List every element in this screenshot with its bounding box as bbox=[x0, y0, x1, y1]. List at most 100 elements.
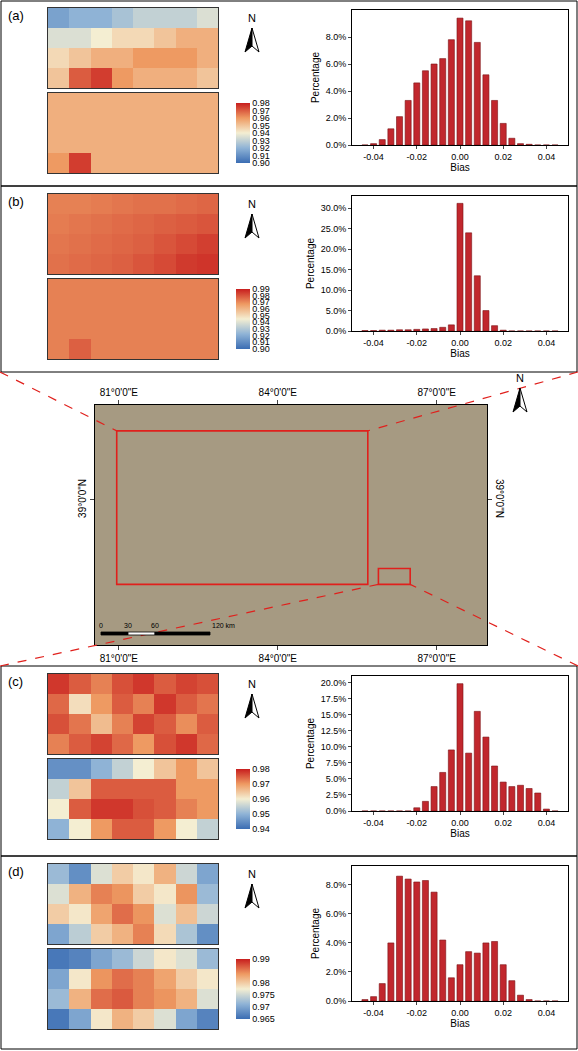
svg-text:-0.04: -0.04 bbox=[363, 338, 384, 348]
svg-text:120 km: 120 km bbox=[212, 622, 235, 629]
svg-text:39°0'0"N: 39°0'0"N bbox=[494, 479, 505, 518]
svg-text:0.04: 0.04 bbox=[538, 1008, 556, 1018]
svg-text:0.93: 0.93 bbox=[252, 324, 270, 334]
svg-text:Bias: Bias bbox=[450, 828, 469, 839]
svg-text:0.02: 0.02 bbox=[494, 1008, 512, 1018]
svg-text:84°0'0"E: 84°0'0"E bbox=[259, 653, 298, 664]
svg-text:0.91: 0.91 bbox=[252, 337, 270, 347]
svg-text:0.00: 0.00 bbox=[451, 152, 469, 162]
svg-text:0.0%: 0.0% bbox=[326, 326, 347, 336]
svg-text:8.0%: 8.0% bbox=[326, 880, 347, 890]
svg-text:0.02: 0.02 bbox=[494, 152, 512, 162]
svg-text:Bias: Bias bbox=[450, 162, 469, 173]
svg-text:-0.04: -0.04 bbox=[363, 818, 384, 828]
svg-text:0.94: 0.94 bbox=[252, 317, 270, 327]
svg-text:12.5%: 12.5% bbox=[321, 726, 347, 736]
svg-text:Percentage: Percentage bbox=[305, 237, 316, 289]
svg-text:0.95: 0.95 bbox=[252, 311, 270, 321]
svg-text:Percentage: Percentage bbox=[310, 51, 321, 103]
svg-text:81°0'0"E: 81°0'0"E bbox=[100, 653, 139, 664]
svg-text:0.04: 0.04 bbox=[538, 818, 556, 828]
svg-text:87°0'0"E: 87°0'0"E bbox=[417, 653, 456, 664]
svg-text:0.98: 0.98 bbox=[252, 978, 270, 988]
svg-text:0.00: 0.00 bbox=[451, 818, 469, 828]
svg-text:10.0%: 10.0% bbox=[321, 742, 347, 752]
svg-text:2.0%: 2.0% bbox=[326, 113, 347, 123]
svg-text:0.97: 0.97 bbox=[252, 106, 270, 116]
svg-text:0.98: 0.98 bbox=[252, 291, 270, 301]
svg-text:0.90: 0.90 bbox=[252, 344, 270, 354]
svg-text:Percentage: Percentage bbox=[310, 907, 321, 959]
svg-text:25.0%: 25.0% bbox=[321, 224, 347, 234]
svg-text:N: N bbox=[248, 198, 256, 210]
svg-text:Bias: Bias bbox=[450, 348, 469, 359]
svg-text:0.04: 0.04 bbox=[538, 338, 556, 348]
svg-text:81°0'0"E: 81°0'0"E bbox=[100, 387, 139, 398]
svg-text:0.0%: 0.0% bbox=[326, 996, 347, 1006]
svg-text:0.97: 0.97 bbox=[252, 297, 270, 307]
svg-text:17.5%: 17.5% bbox=[321, 694, 347, 704]
svg-text:0.90: 0.90 bbox=[252, 158, 270, 168]
svg-text:15.0%: 15.0% bbox=[321, 265, 347, 275]
svg-text:0.96: 0.96 bbox=[252, 304, 270, 314]
svg-text:87°0'0"E: 87°0'0"E bbox=[417, 387, 456, 398]
svg-text:0.0%: 0.0% bbox=[326, 140, 347, 150]
svg-text:0.97: 0.97 bbox=[252, 1002, 270, 1012]
svg-text:0.98: 0.98 bbox=[252, 98, 270, 108]
svg-text:4.0%: 4.0% bbox=[326, 86, 347, 96]
svg-text:N: N bbox=[248, 12, 256, 24]
svg-text:0.975: 0.975 bbox=[252, 990, 275, 1000]
svg-text:6.0%: 6.0% bbox=[326, 59, 347, 69]
svg-text:0.99: 0.99 bbox=[252, 954, 270, 964]
svg-text:0.02: 0.02 bbox=[494, 818, 512, 828]
svg-text:Bias: Bias bbox=[450, 1018, 469, 1029]
svg-text:(b): (b) bbox=[8, 194, 24, 209]
svg-text:(d): (d) bbox=[8, 864, 24, 879]
svg-text:0.99: 0.99 bbox=[252, 284, 270, 294]
svg-text:0.95: 0.95 bbox=[252, 809, 270, 819]
svg-text:0.04: 0.04 bbox=[538, 152, 556, 162]
svg-text:(a): (a) bbox=[8, 8, 24, 23]
svg-text:-0.04: -0.04 bbox=[363, 152, 384, 162]
svg-text:0.02: 0.02 bbox=[494, 338, 512, 348]
svg-text:-0.02: -0.02 bbox=[407, 338, 428, 348]
svg-text:0.92: 0.92 bbox=[252, 331, 270, 341]
svg-text:5.0%: 5.0% bbox=[326, 306, 347, 316]
svg-text:5.0%: 5.0% bbox=[326, 774, 347, 784]
svg-text:0.92: 0.92 bbox=[252, 143, 270, 153]
svg-text:20.0%: 20.0% bbox=[321, 244, 347, 254]
svg-text:10.0%: 10.0% bbox=[321, 285, 347, 295]
svg-text:0.93: 0.93 bbox=[252, 136, 270, 146]
svg-text:4.0%: 4.0% bbox=[326, 938, 347, 948]
svg-text:30.0%: 30.0% bbox=[321, 203, 347, 213]
svg-text:0: 0 bbox=[99, 622, 103, 629]
svg-text:0.00: 0.00 bbox=[451, 338, 469, 348]
svg-text:0.91: 0.91 bbox=[252, 151, 270, 161]
svg-text:15.0%: 15.0% bbox=[321, 710, 347, 720]
svg-text:-0.02: -0.02 bbox=[407, 1008, 428, 1018]
svg-text:6.0%: 6.0% bbox=[326, 909, 347, 919]
svg-text:0.95: 0.95 bbox=[252, 121, 270, 131]
svg-text:2.0%: 2.0% bbox=[326, 967, 347, 977]
svg-text:20.0%: 20.0% bbox=[321, 678, 347, 688]
svg-text:60: 60 bbox=[151, 622, 159, 629]
svg-text:39°0'0"N: 39°0'0"N bbox=[77, 479, 88, 518]
svg-text:0.96: 0.96 bbox=[252, 794, 270, 804]
svg-text:8.0%: 8.0% bbox=[326, 32, 347, 42]
svg-text:0.94: 0.94 bbox=[252, 824, 270, 834]
svg-text:0.965: 0.965 bbox=[252, 1014, 275, 1024]
svg-text:84°0'0"E: 84°0'0"E bbox=[259, 387, 298, 398]
svg-text:0.98: 0.98 bbox=[252, 764, 270, 774]
svg-text:30: 30 bbox=[124, 622, 132, 629]
svg-text:-0.02: -0.02 bbox=[407, 818, 428, 828]
svg-text:N: N bbox=[516, 372, 524, 384]
svg-text:0.97: 0.97 bbox=[252, 779, 270, 789]
svg-text:0.0%: 0.0% bbox=[326, 806, 347, 816]
svg-text:N: N bbox=[248, 678, 256, 690]
svg-text:0.00: 0.00 bbox=[451, 1008, 469, 1018]
svg-text:N: N bbox=[248, 868, 256, 880]
svg-text:-0.02: -0.02 bbox=[407, 152, 428, 162]
svg-text:Percentage: Percentage bbox=[305, 717, 316, 769]
svg-text:7.5%: 7.5% bbox=[326, 758, 347, 768]
svg-text:0.96: 0.96 bbox=[252, 113, 270, 123]
